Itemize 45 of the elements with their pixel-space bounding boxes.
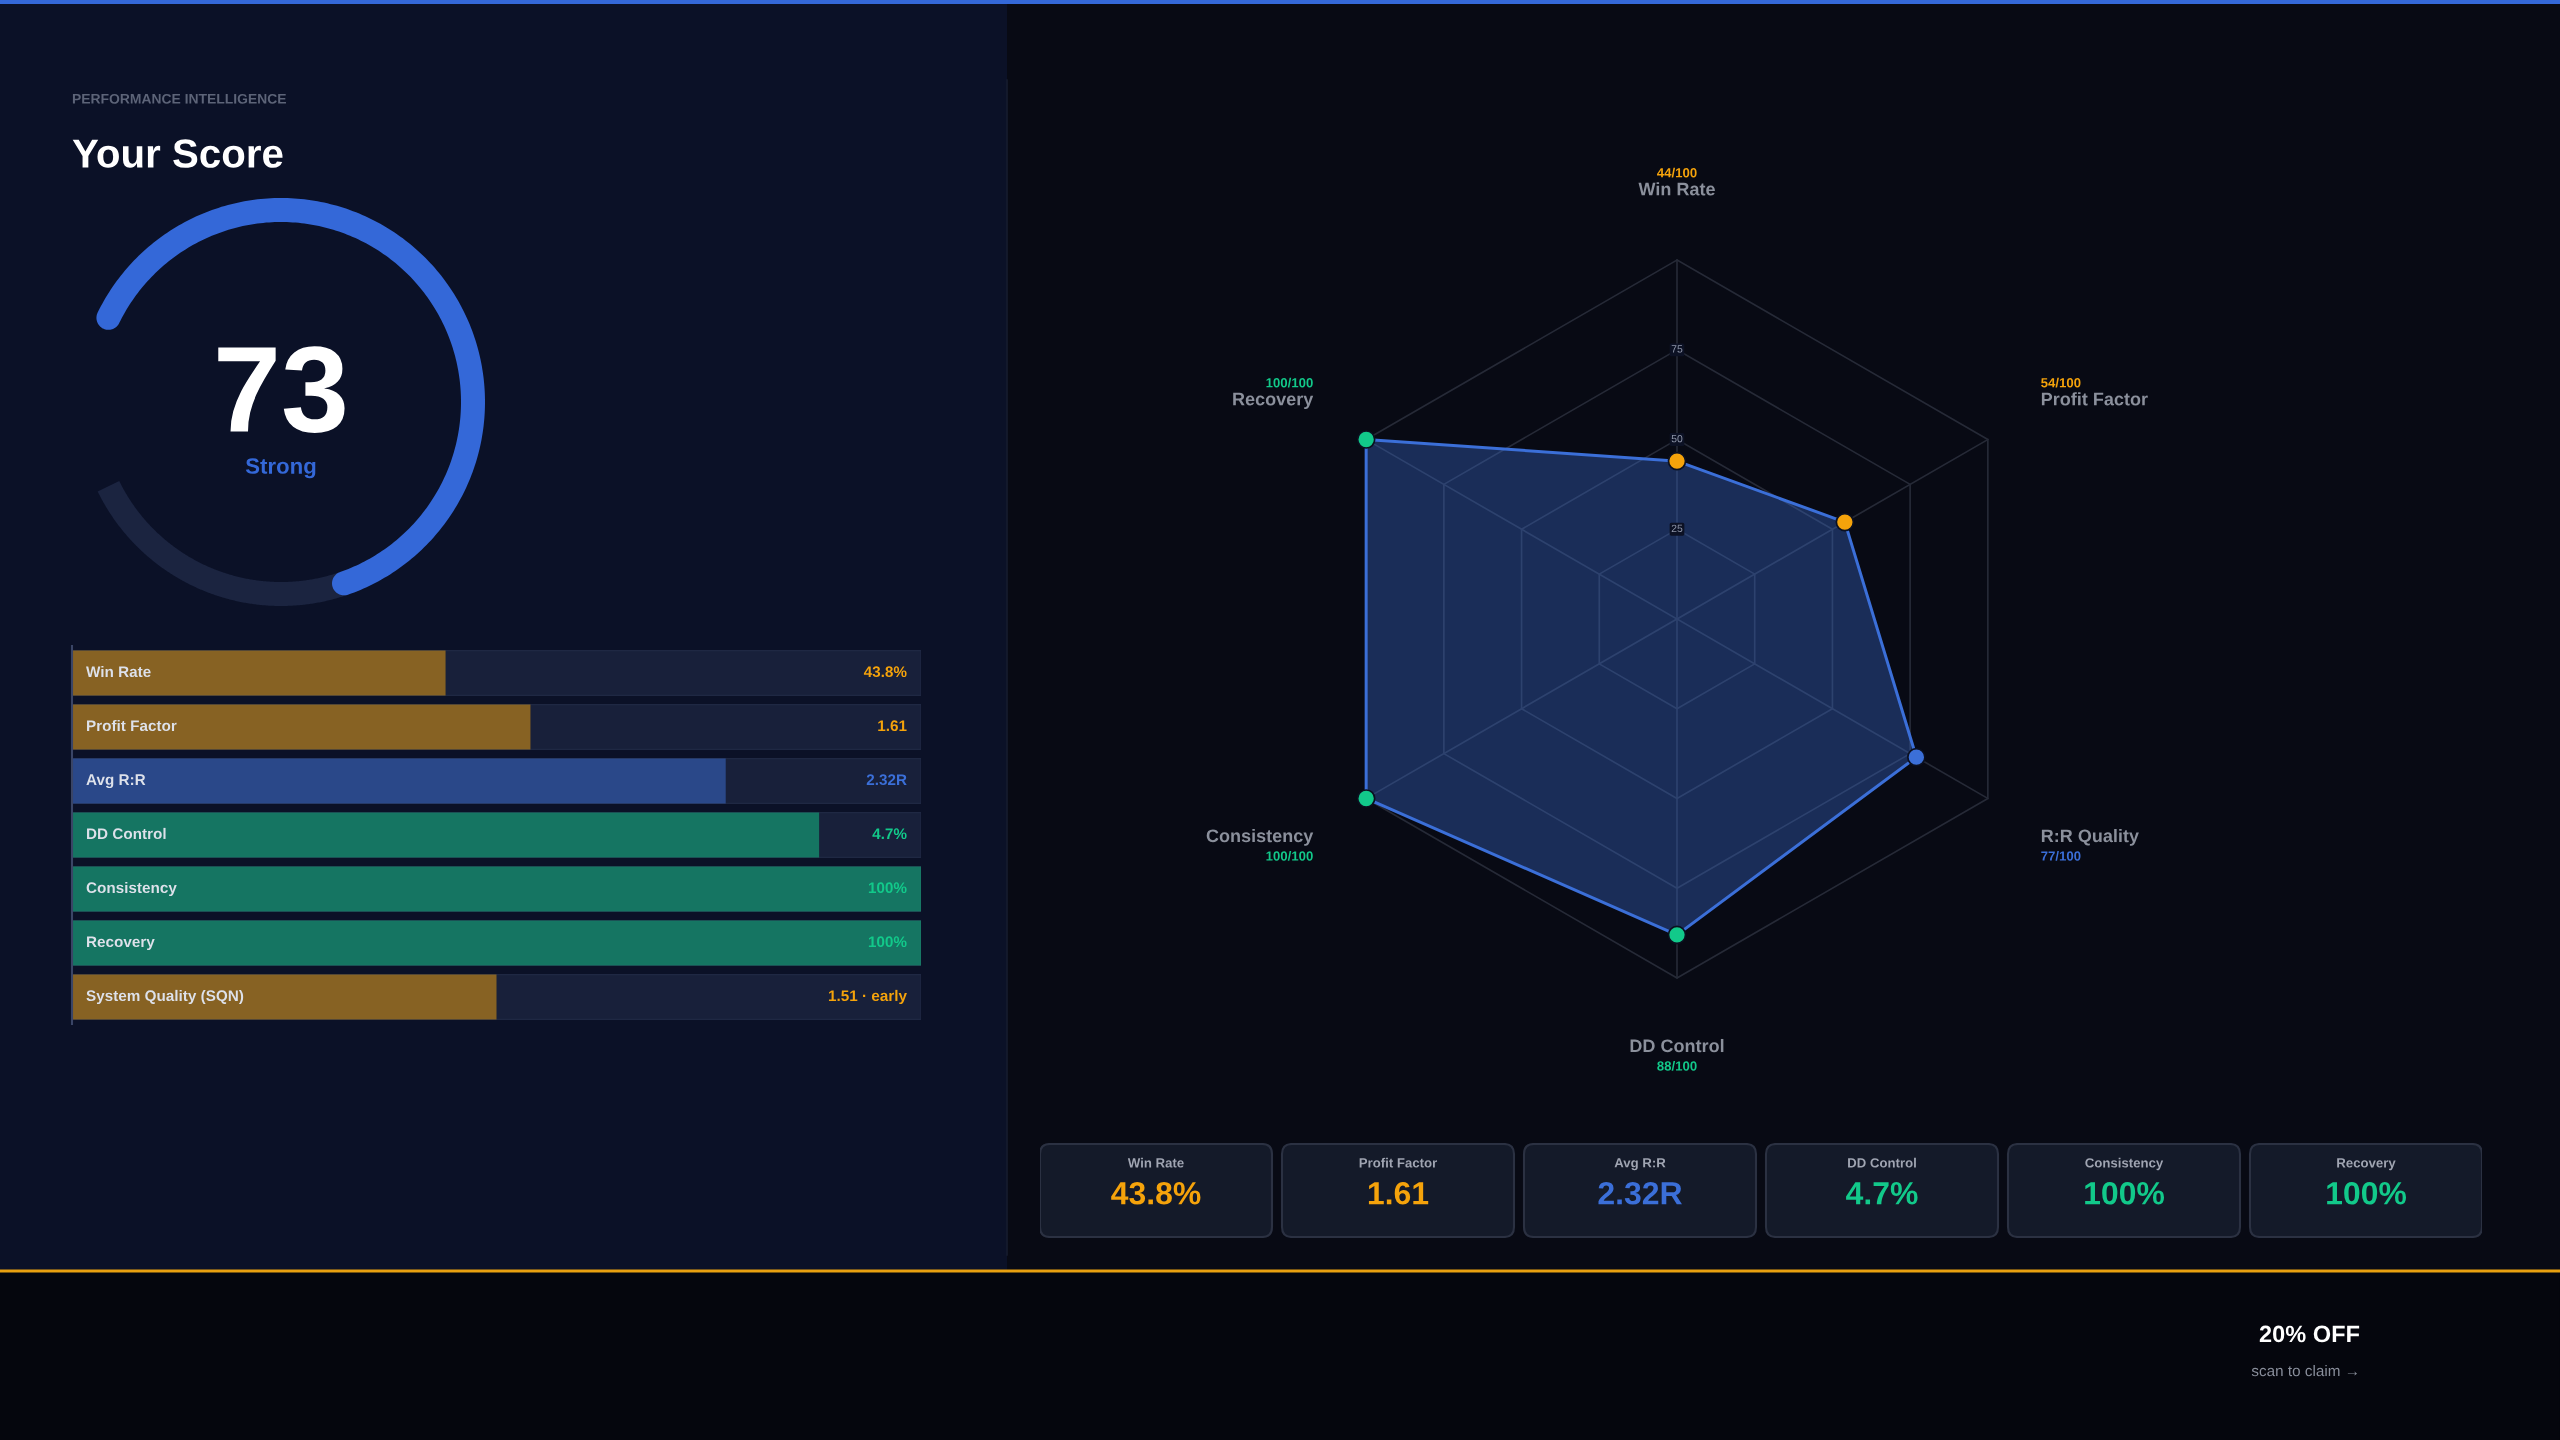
- y-tick-label: 25: [1671, 524, 1683, 533]
- annotation: 100%: [868, 936, 907, 948]
- y-tick-label: 50: [1671, 434, 1683, 443]
- spoke-label: Profit Factor: [2041, 392, 2148, 406]
- text: 100/100: [1266, 377, 1313, 388]
- text: scan to claim →: [2251, 1365, 2357, 1377]
- category-label: DD Control: [1848, 1157, 1916, 1168]
- spoke-label: Recovery: [1233, 392, 1314, 410]
- text: 1.61: [1368, 1181, 1429, 1205]
- y-tick-label: Win Rate: [86, 665, 151, 678]
- y-tick-label: Profit Factor: [87, 719, 177, 732]
- annotation: 1.61: [878, 720, 907, 732]
- y-tick-label: DD Control: [87, 827, 166, 840]
- text: 2.32R: [1598, 1181, 1682, 1205]
- y-tick-label: System Quality (SQN): [86, 989, 244, 1005]
- chart-subtitle: PERFORMANCE INTELLIGENCE: [72, 93, 286, 104]
- data-label: 73: [218, 346, 345, 433]
- category-label: Win Rate: [1127, 1157, 1184, 1168]
- text: 88/100: [1657, 1060, 1697, 1071]
- text: 44/100: [1657, 167, 1697, 178]
- text: 77/100: [2041, 850, 2081, 861]
- category-label: Avg R:R: [1614, 1158, 1666, 1171]
- annotation: 2.32R: [866, 774, 907, 786]
- spoke-label: Consistency: [1206, 828, 1314, 846]
- text: 4.7%: [1846, 1182, 1918, 1205]
- text: Strong: [245, 458, 316, 479]
- category-label: Consistency: [2085, 1157, 2164, 1171]
- text: 43.8%: [1111, 1181, 1201, 1205]
- annotation: 1.51 · early: [828, 989, 907, 1005]
- y-tick-label: Recovery: [87, 936, 155, 951]
- category-label: Profit Factor: [1359, 1157, 1438, 1168]
- chart-title: Your Score: [72, 139, 283, 168]
- text: 100%: [2327, 1181, 2407, 1205]
- text: 100%: [2085, 1181, 2165, 1205]
- annotation: 100%: [868, 882, 907, 894]
- y-tick-label: 75: [1671, 345, 1683, 353]
- text: 54/100: [2041, 377, 2081, 388]
- y-tick-label: Consistency: [86, 881, 177, 897]
- y-tick-label: Avg R:R: [86, 774, 146, 789]
- annotation: 4.7%: [872, 828, 907, 840]
- spoke-label: R:R Quality: [2041, 828, 2139, 846]
- text: 20% OFF: [2259, 1325, 2360, 1343]
- annotation: 43.8%: [863, 666, 907, 678]
- category-label: Recovery: [2337, 1158, 2396, 1171]
- text: 100/100: [1266, 850, 1313, 861]
